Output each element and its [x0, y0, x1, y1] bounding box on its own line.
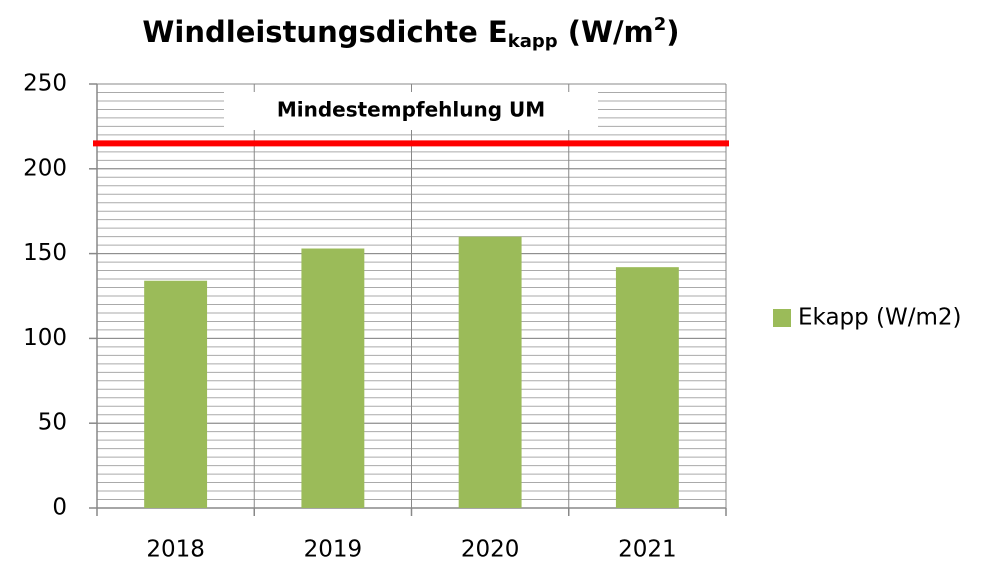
legend-swatch — [773, 309, 791, 327]
title-part: Windleistungsdichte E — [142, 15, 507, 49]
x-tick-label: 2019 — [304, 537, 363, 563]
y-tick-label: 0 — [52, 495, 67, 521]
title-part: ) — [666, 15, 679, 49]
y-tick-label: 50 — [38, 410, 67, 436]
x-tick-label: 2018 — [146, 537, 205, 563]
y-tick-label: 100 — [23, 325, 67, 351]
y-tick-label: 250 — [23, 71, 67, 97]
x-tick-label: 2021 — [618, 537, 677, 563]
y-tick-label: 150 — [23, 240, 67, 266]
title-part: (W/m — [558, 15, 654, 49]
legend-label: Ekapp (W/m2) — [798, 305, 962, 331]
bar — [144, 280, 208, 508]
bar — [458, 236, 522, 508]
bar — [301, 248, 365, 508]
x-tick-label: 2020 — [461, 537, 520, 563]
title-superscript: 2 — [654, 14, 667, 35]
title-subscript: kapp — [508, 31, 558, 52]
reference-label-box — [224, 92, 598, 130]
y-tick-label: 200 — [23, 155, 67, 181]
chart-title: Windleistungsdichte Ekapp (W/m2) — [142, 14, 679, 52]
reference-label: Mindestempfehlung UM — [277, 98, 545, 122]
bar — [615, 267, 679, 508]
